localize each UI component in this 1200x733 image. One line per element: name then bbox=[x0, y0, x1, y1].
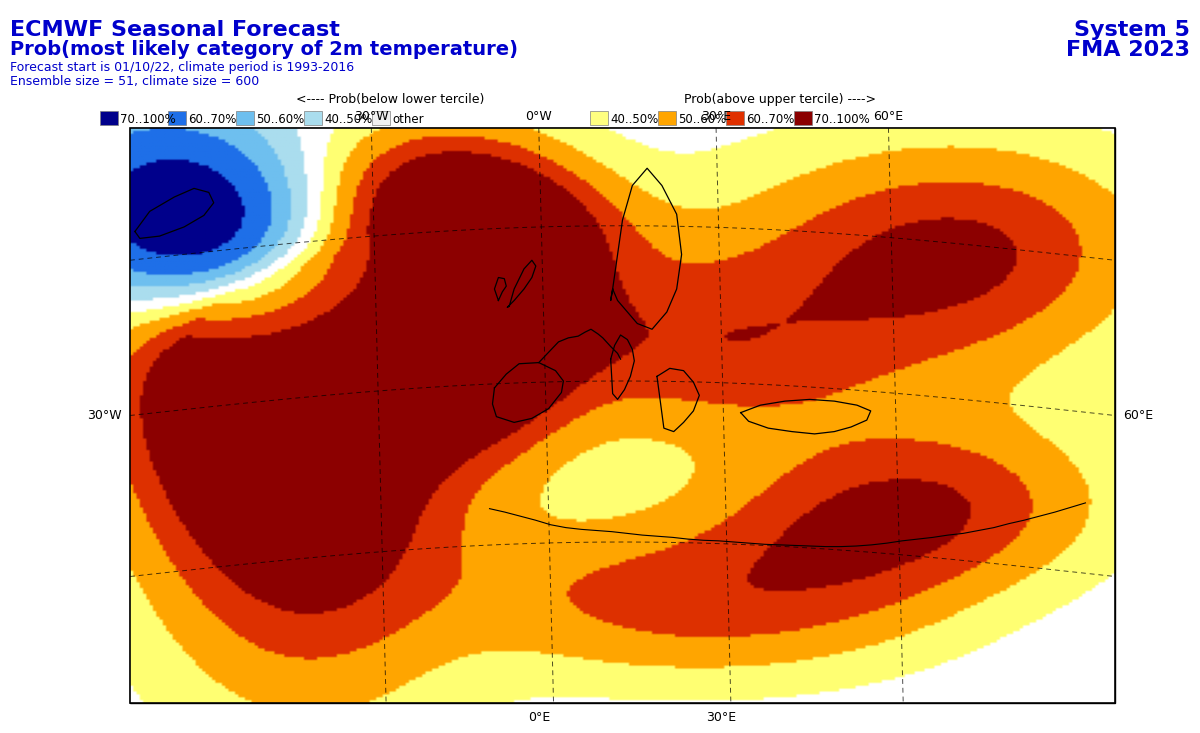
Text: 40..50%: 40..50% bbox=[610, 113, 659, 126]
Text: 30°W: 30°W bbox=[354, 110, 389, 123]
Text: Forecast start is 01/10/22, climate period is 1993-2016: Forecast start is 01/10/22, climate peri… bbox=[10, 61, 354, 74]
Text: other: other bbox=[392, 113, 424, 126]
Text: Prob(above upper tercile) ---->: Prob(above upper tercile) ----> bbox=[684, 93, 876, 106]
Bar bbox=[794, 111, 812, 125]
Text: 40..50%: 40..50% bbox=[324, 113, 372, 126]
Text: ECMWF Seasonal Forecast: ECMWF Seasonal Forecast bbox=[10, 20, 340, 40]
Text: 50..60%: 50..60% bbox=[678, 113, 726, 126]
Bar bbox=[236, 111, 254, 125]
Text: 60..70%: 60..70% bbox=[188, 113, 236, 126]
Text: System 5: System 5 bbox=[1074, 20, 1190, 40]
Text: 70..100%: 70..100% bbox=[814, 113, 870, 126]
Text: 30°E: 30°E bbox=[701, 110, 731, 123]
Bar bbox=[372, 111, 390, 125]
Bar bbox=[130, 128, 1115, 703]
Text: 70..100%: 70..100% bbox=[120, 113, 175, 126]
Text: 60°E: 60°E bbox=[874, 110, 904, 123]
Text: Ensemble size = 51, climate size = 600: Ensemble size = 51, climate size = 600 bbox=[10, 75, 259, 88]
Text: 0°E: 0°E bbox=[528, 711, 550, 724]
Bar bbox=[658, 111, 676, 125]
Text: 30°E: 30°E bbox=[706, 711, 736, 724]
Text: 0°W: 0°W bbox=[526, 110, 552, 123]
Text: FMA 2023: FMA 2023 bbox=[1066, 40, 1190, 60]
Text: Prob(most likely category of 2m temperature): Prob(most likely category of 2m temperat… bbox=[10, 40, 518, 59]
Bar bbox=[304, 111, 322, 125]
Text: <---- Prob(below lower tercile): <---- Prob(below lower tercile) bbox=[296, 93, 484, 106]
Bar bbox=[726, 111, 744, 125]
Text: 60°E: 60°E bbox=[1123, 409, 1153, 422]
Bar bbox=[130, 128, 1115, 703]
Bar bbox=[590, 111, 608, 125]
Bar bbox=[100, 111, 118, 125]
Text: 60..70%: 60..70% bbox=[746, 113, 794, 126]
Bar bbox=[168, 111, 186, 125]
Text: 30°W: 30°W bbox=[88, 409, 122, 422]
Text: 50..60%: 50..60% bbox=[256, 113, 305, 126]
